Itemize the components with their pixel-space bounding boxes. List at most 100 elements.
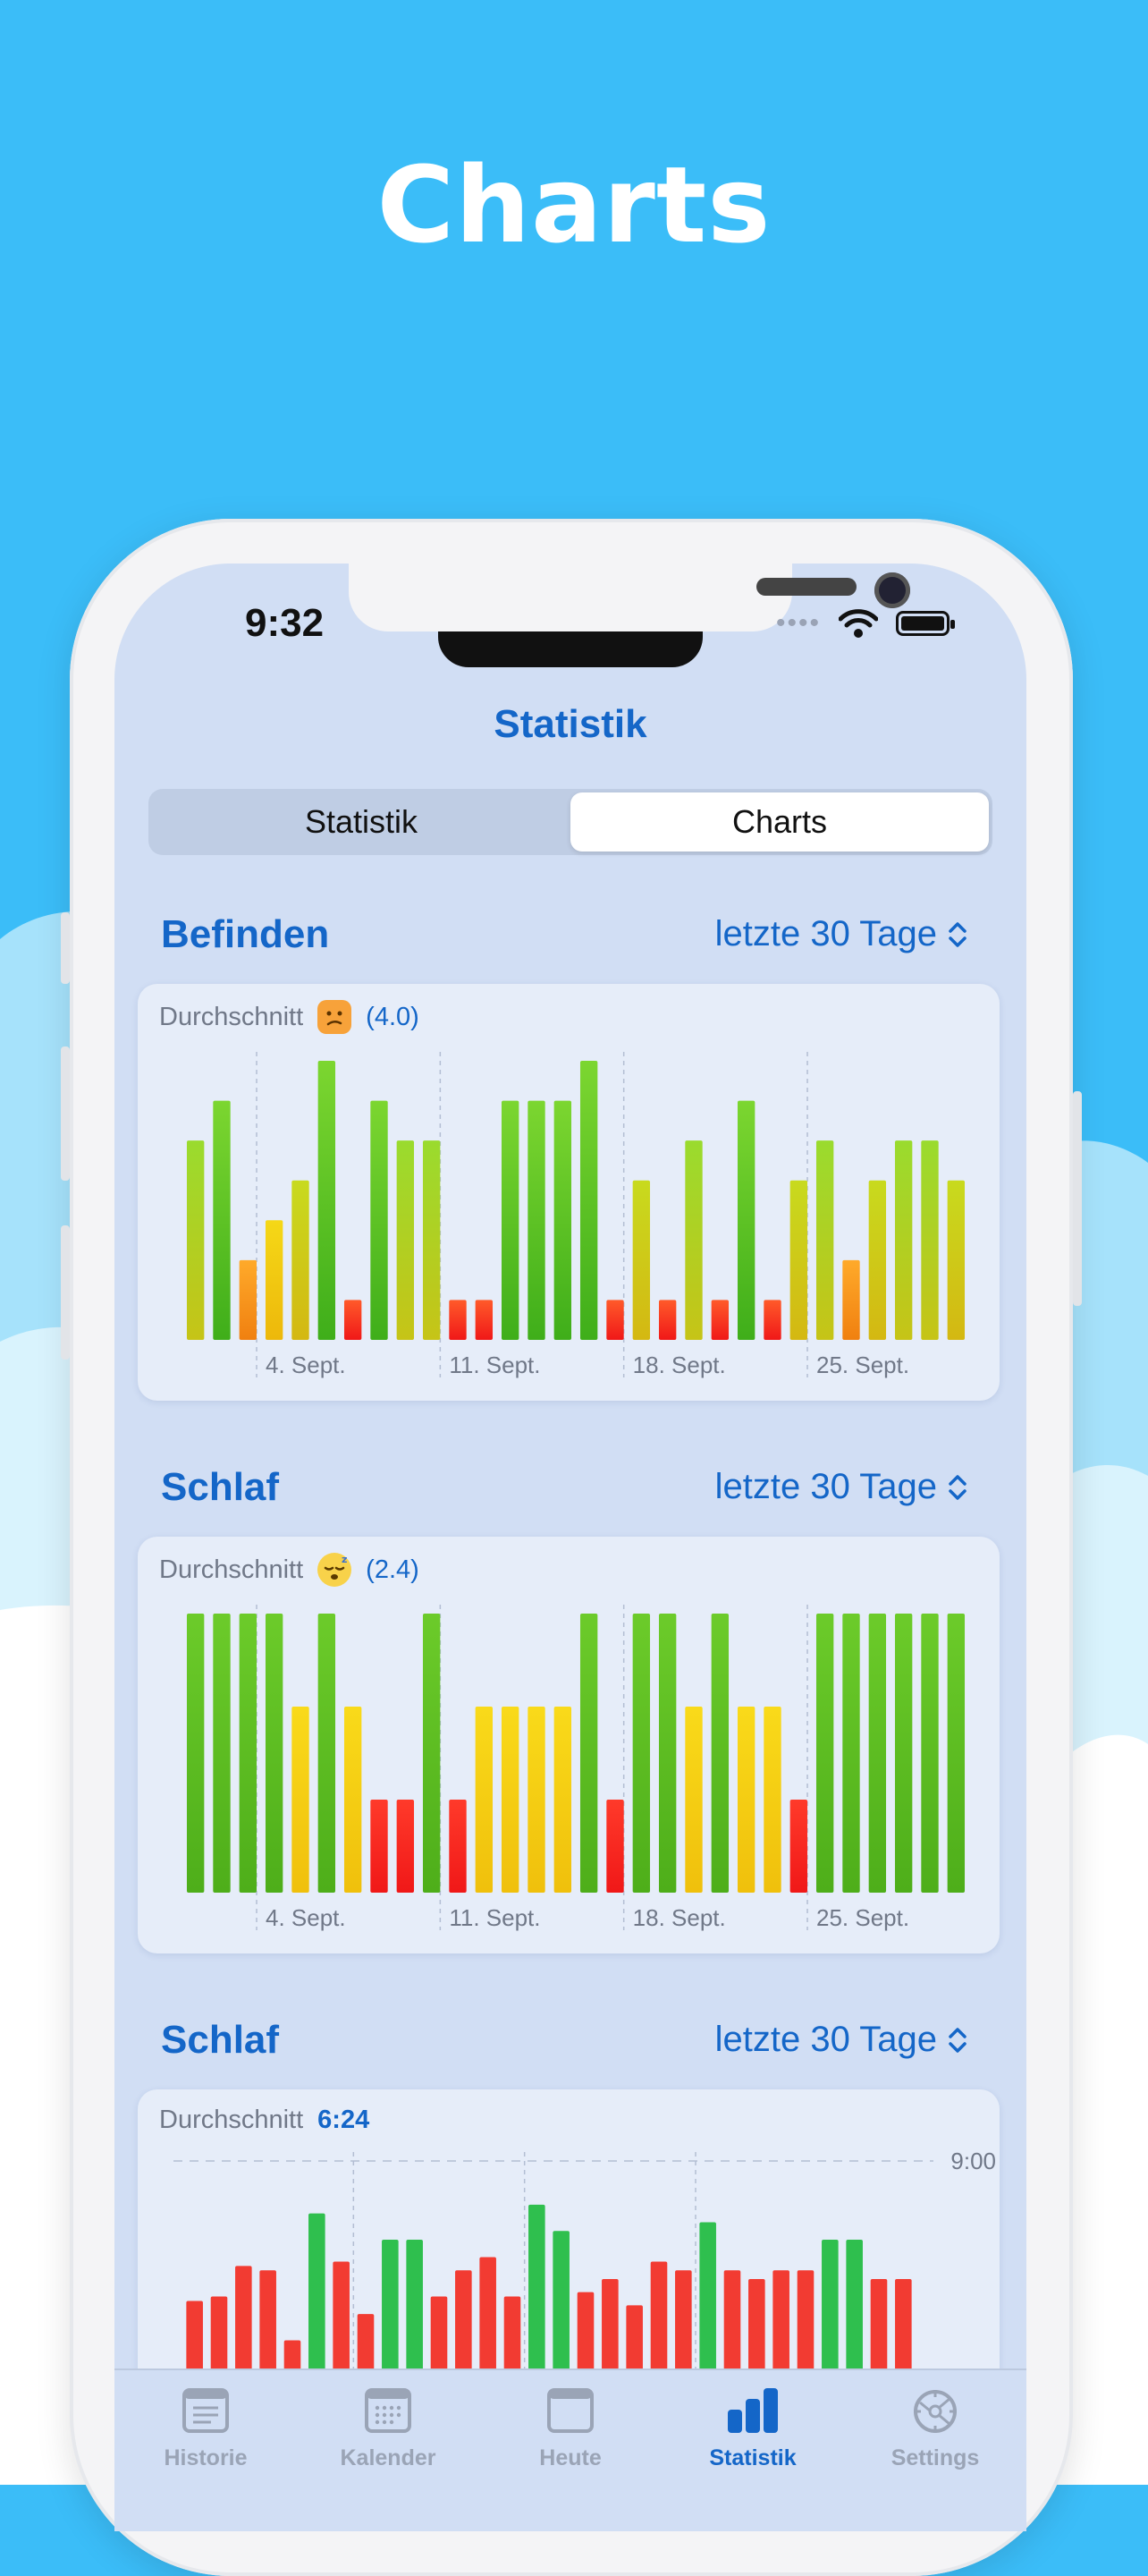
tab-bar: Historie Kalender Heute Statistik Settin… (114, 2368, 1026, 2531)
today-window-icon (547, 2388, 594, 2433)
bar (213, 1100, 231, 1340)
tab-label: Statistik (709, 2445, 797, 2470)
bar (528, 1707, 545, 1893)
confused-face-icon (317, 1000, 352, 1034)
side-button-power (1073, 1091, 1082, 1306)
bar (291, 1707, 309, 1893)
range-label: letzte 30 Tage (714, 2020, 937, 2059)
week-tick-label: 25. Sept. (816, 1352, 909, 1378)
bar (947, 1614, 966, 1893)
bar (842, 1614, 860, 1893)
average-row: Durchschnitt z (2.4) (159, 1553, 419, 1587)
sleeping-face-icon: z (317, 1553, 352, 1587)
bar (553, 1100, 572, 1340)
bar (815, 1614, 834, 1893)
tab-label: Heute (539, 2445, 602, 2470)
bar (894, 1614, 913, 1893)
range-label: letzte 30 Tage (714, 914, 937, 953)
segment-statistik[interactable]: Statistik (304, 803, 418, 840)
bar (606, 1300, 624, 1340)
wifi-icon (839, 609, 878, 638)
week-tick-label: 4. Sept. (266, 1904, 346, 1931)
bar (239, 1259, 257, 1340)
battery-icon (896, 611, 955, 636)
bar (921, 1140, 939, 1340)
bar (449, 1300, 467, 1340)
average-row: Durchschnitt (4.0) (159, 1000, 419, 1034)
bar (737, 1100, 755, 1340)
bar (553, 1707, 572, 1893)
average-label: Durchschnitt (159, 1555, 304, 1584)
bar (764, 1300, 781, 1340)
bar (265, 1614, 283, 1893)
side-button-volume-down (61, 1225, 70, 1360)
bar (475, 1300, 494, 1340)
average-row: Durchschnitt 6:24 (159, 2106, 369, 2135)
section-title-schlaf: Schlaf (161, 1465, 280, 1509)
bar (370, 1800, 388, 1893)
bar (764, 1707, 781, 1893)
tab-settings[interactable]: Settings (844, 2370, 1026, 2531)
bar (815, 1140, 834, 1340)
tab-label: Historie (164, 2445, 248, 2470)
bar (868, 1614, 887, 1893)
average-value: (4.0) (366, 1002, 419, 1031)
range-picker-schlaf-dauer[interactable]: letzte 30 Tage (715, 2020, 969, 2060)
bar (501, 1707, 519, 1893)
tab-kalender[interactable]: Kalender (297, 2370, 479, 2531)
chart-card-schlaf: Durchschnitt z (2.4) 4. Sept. 11. Sept. 18… (138, 1537, 1000, 1953)
schlaf-quality-chart: 4. Sept. 11. Sept. 18. Sept. 25. Sept. (186, 1605, 966, 1931)
week-tick-label: 25. Sept. (816, 1904, 909, 1931)
bar (842, 1259, 860, 1340)
tab-historie[interactable]: Historie (114, 2370, 297, 2531)
chart-card-befinden: Durchschnitt (4.0) 4. Sept. 11. Sept. 18. … (138, 984, 1000, 1401)
tab-label: Settings (891, 2445, 980, 2470)
bar (921, 1614, 939, 1893)
status-icons: •••• (776, 608, 955, 639)
average-value: 6:24 (317, 2106, 370, 2134)
bar (579, 1614, 598, 1893)
segment-charts[interactable]: Charts (570, 792, 989, 852)
average-label: Durchschnitt (159, 1002, 304, 1031)
notch (349, 564, 910, 631)
bar (868, 1180, 887, 1340)
bar (475, 1707, 494, 1893)
range-label: letzte 30 Tage (714, 1467, 937, 1506)
week-tick-label: 18. Sept. (633, 1904, 726, 1931)
sensor-housing (438, 631, 703, 667)
bar (317, 1061, 336, 1340)
chevron-up-down-icon (949, 2027, 967, 2053)
side-button-silent (61, 912, 70, 984)
range-picker-befinden[interactable]: letzte 30 Tage (715, 914, 969, 954)
tab-statistik[interactable]: Statistik (662, 2370, 844, 2531)
week-tick-label: 4. Sept. (266, 1352, 346, 1378)
week-tick-label: 11. Sept. (449, 1352, 540, 1378)
calendar-icon (365, 2388, 411, 2433)
tab-label: Kalender (340, 2445, 436, 2470)
tab-heute[interactable]: Heute (479, 2370, 662, 2531)
week-tick-label: 11. Sept. (449, 1904, 540, 1931)
bar-chart-icon (728, 2388, 778, 2433)
nav-title: Statistik (494, 702, 647, 746)
speaker-grill (756, 578, 857, 596)
bar (186, 1614, 205, 1893)
bar (186, 1140, 205, 1340)
bar (291, 1180, 309, 1340)
bar (528, 1100, 545, 1340)
phone-screen: 9:32 •••• Statistik Statistik Charts Bef… (114, 564, 1026, 2531)
bar (947, 1180, 966, 1340)
headline: Charts (376, 143, 772, 267)
bar (685, 1707, 703, 1893)
bar (317, 1614, 336, 1893)
side-button-volume-up (61, 1046, 70, 1181)
bar (343, 1707, 362, 1893)
bar (711, 1614, 730, 1893)
bar (658, 1614, 677, 1893)
chevron-up-down-icon (949, 921, 967, 947)
befinden-chart: 4. Sept. 11. Sept. 18. Sept. 25. Sept. (186, 1052, 966, 1378)
average-label: Durchschnitt (159, 2106, 304, 2134)
range-picker-schlaf[interactable]: letzte 30 Tage (715, 1467, 969, 1507)
bar (370, 1100, 388, 1340)
front-camera-icon (874, 572, 910, 608)
bar (606, 1800, 624, 1893)
